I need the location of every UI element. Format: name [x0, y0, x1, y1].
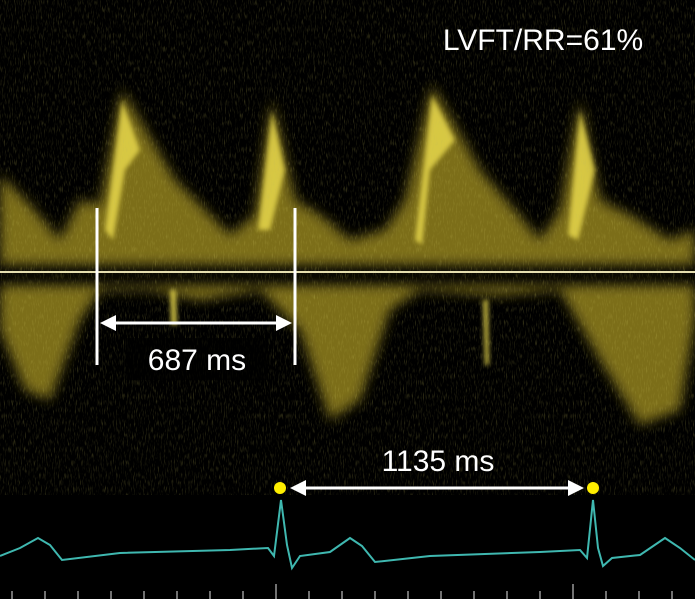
r-peak-marker	[587, 482, 599, 494]
lvft-caliper	[95, 208, 297, 365]
spectral-doppler	[0, 0, 695, 450]
lvft-label: 687 ms	[148, 344, 246, 377]
ratio-label: LVFT/RR=61%	[443, 24, 643, 57]
ecg-trace	[0, 499, 695, 571]
label-box	[126, 338, 268, 380]
rr-label: 1135 ms	[382, 445, 495, 478]
r-peak-marker	[274, 482, 286, 494]
rr-caliper	[290, 480, 584, 496]
time-ticks	[11, 584, 673, 599]
